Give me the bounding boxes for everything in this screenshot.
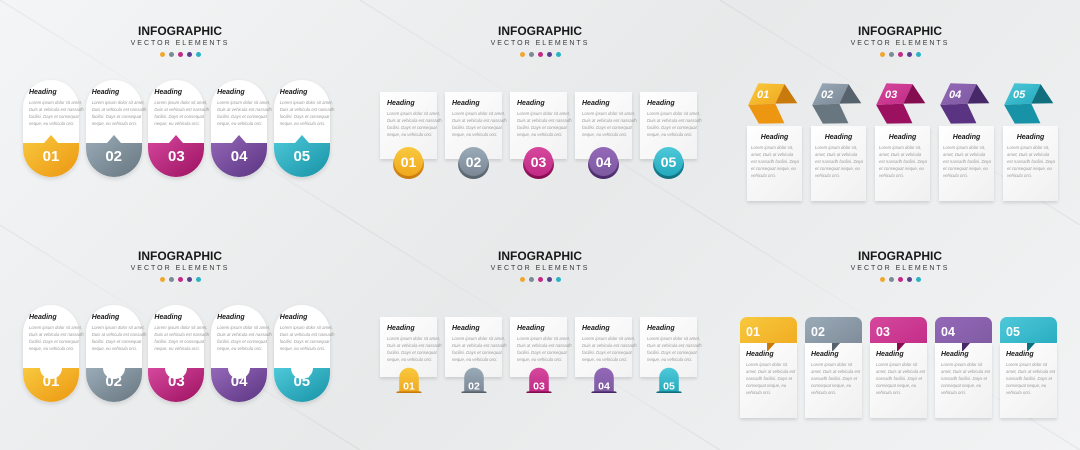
svg-text:01: 01	[757, 89, 769, 101]
svg-text:02: 02	[811, 325, 825, 339]
svg-text:05: 05	[663, 381, 675, 393]
svg-text:04: 04	[941, 325, 955, 339]
svg-text:02: 02	[466, 154, 482, 170]
svg-text:04: 04	[598, 381, 610, 393]
svg-text:04: 04	[596, 154, 612, 170]
svg-text:03: 03	[885, 89, 897, 101]
svg-text:05: 05	[1006, 325, 1020, 339]
svg-text:01: 01	[403, 381, 415, 393]
svg-text:03: 03	[531, 154, 547, 170]
svg-text:02: 02	[468, 381, 480, 393]
svg-text:03: 03	[876, 325, 890, 339]
svg-text:01: 01	[746, 325, 760, 339]
svg-text:04: 04	[949, 89, 961, 101]
svg-text:02: 02	[821, 89, 833, 101]
svg-text:05: 05	[661, 154, 677, 170]
svg-text:05: 05	[1013, 89, 1026, 101]
svg-text:03: 03	[533, 381, 545, 393]
svg-text:01: 01	[401, 154, 417, 170]
